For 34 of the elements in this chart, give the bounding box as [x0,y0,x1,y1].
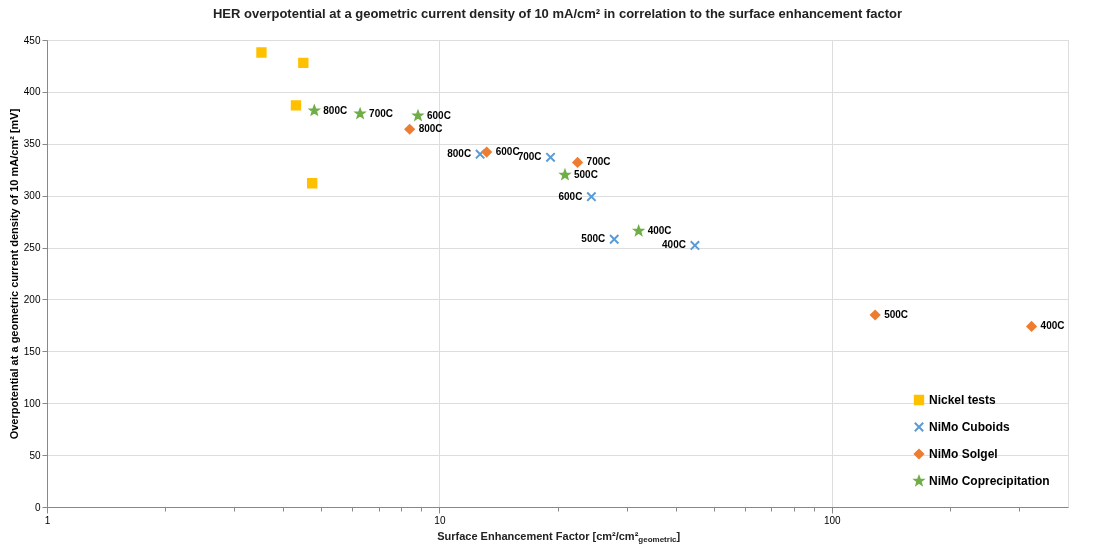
y-tick-label: 0 [34,501,41,513]
y-tick-label: 100 [23,397,41,409]
annotation: 400C [662,239,686,251]
legend-label: NiMo Coprecipitation [929,474,1050,488]
annotation: 500C [581,233,606,245]
annotation: 700C [517,151,542,163]
legend-label: Nickel tests [929,393,997,407]
annotation: 800C [323,104,348,116]
y-tick-label: 400 [23,86,41,98]
y-tick-label: 450 [23,34,41,46]
y-tick-label: 150 [23,345,41,357]
annotation: 400C [647,224,672,236]
annotation: 700C [369,107,394,119]
x-tick-label: 10 [434,514,446,526]
y-tick-label: 50 [29,449,41,461]
annotation: 800C [418,123,443,135]
annotation: 700C [586,156,611,168]
annotation: 600C [426,109,451,121]
chart-title: HER overpotential at a geometric current density of 10 mA/cm² in correlation to the surface enhancement factor [212,6,903,21]
annotation: 600C [495,146,520,158]
annotation: 500C [884,309,909,321]
annotation: 800C [447,148,472,160]
x-tick-label: 1 [44,514,51,526]
y-tick-label: 200 [23,293,41,305]
legend-label: NiMo Solgel [929,447,998,461]
y-tick-label: 250 [23,242,41,254]
y-tick-label: 350 [23,138,41,150]
x-tick-label: 100 [823,514,842,526]
annotation: 400C [1040,320,1065,332]
annotation: 500C [574,168,598,180]
legend-label: NiMo Cuboids [929,420,1010,434]
y-axis-title: Overpotential at a geometric current density of 10 mA/cm² [mV] [7,108,20,440]
y-tick-label: 300 [23,190,41,202]
annotation: 600C [558,190,583,202]
